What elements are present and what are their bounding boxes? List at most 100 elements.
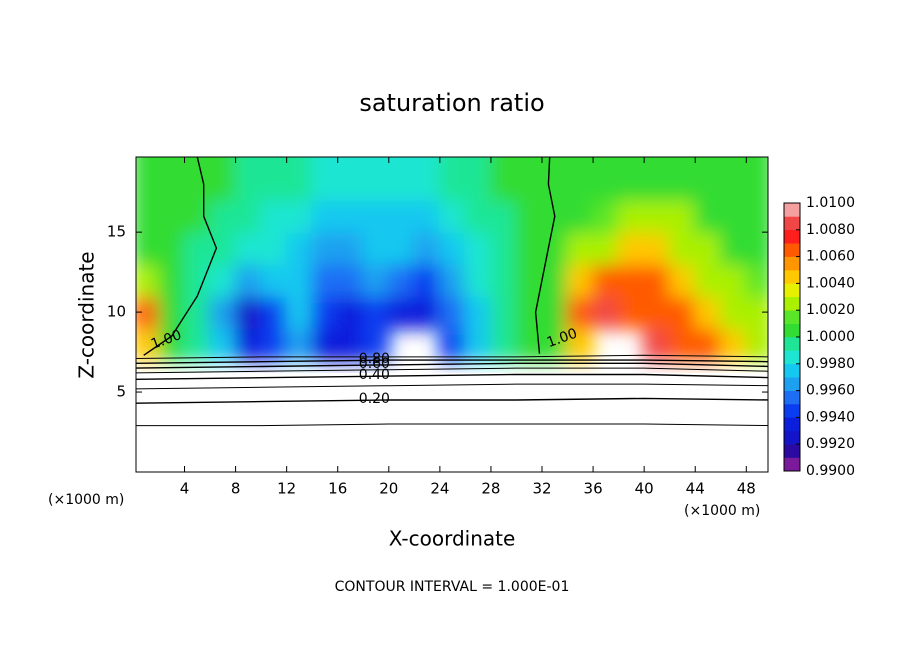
field-cell — [438, 231, 467, 266]
field-cell — [413, 295, 441, 330]
field-cell — [745, 295, 768, 330]
colorbar-band — [784, 216, 800, 231]
field-cell — [260, 327, 288, 362]
field-cell — [209, 327, 237, 362]
colorbar-tick-label: 0.9980 — [806, 356, 855, 372]
y-tick-label: 5 — [116, 383, 126, 401]
colorbar-band — [784, 270, 800, 284]
field-cell — [745, 231, 768, 266]
field-cell — [719, 327, 748, 362]
field-cell — [311, 157, 339, 202]
field-cell — [311, 199, 339, 234]
x-tick-label: 32 — [532, 480, 551, 498]
field-cell — [745, 327, 768, 362]
field-cell — [694, 231, 722, 266]
field-cell — [336, 199, 365, 234]
contour-line — [136, 359, 768, 364]
field-cell — [336, 295, 365, 330]
colorbar-tick-label: 0.9960 — [806, 383, 855, 399]
field-cell — [387, 263, 416, 298]
field-cell — [136, 295, 160, 330]
x-unit-label: (×1000 m) — [684, 503, 760, 519]
x-tick-label: 24 — [430, 480, 449, 498]
x-tick-label: 16 — [328, 480, 347, 498]
field-cell — [592, 157, 620, 202]
field-cell — [617, 157, 646, 202]
field-cell — [136, 157, 160, 202]
field-cell — [719, 263, 748, 298]
field-cell — [234, 231, 263, 266]
field-cell — [362, 199, 390, 234]
field-cell — [464, 231, 492, 266]
field-cell — [311, 327, 339, 362]
field-cell — [643, 199, 671, 234]
field-cell — [209, 263, 237, 298]
field-cell — [260, 263, 288, 298]
field-cell — [541, 157, 569, 202]
field-cell — [643, 157, 671, 202]
x-tick-label: 8 — [231, 480, 241, 498]
field-cell — [285, 157, 314, 202]
x-tick-label: 48 — [737, 480, 756, 498]
colorbar-band — [784, 256, 800, 271]
x-tick-label: 36 — [584, 480, 603, 498]
colorbar-band — [784, 229, 800, 244]
field-cell — [592, 199, 620, 234]
contour-line — [136, 373, 768, 380]
field-cell — [157, 231, 186, 266]
field-cell — [541, 295, 569, 330]
field-cell — [234, 199, 263, 234]
field-cell — [336, 327, 365, 362]
field-cell — [234, 263, 263, 298]
y-unit-label: (×1000 m) — [48, 492, 124, 508]
field-cell — [592, 263, 620, 298]
colorbar-tick-label: 1.0040 — [806, 275, 855, 291]
x-tick-label: 28 — [481, 480, 500, 498]
field-cell — [311, 295, 339, 330]
field-cell — [183, 231, 212, 266]
field-cell — [438, 263, 467, 298]
field-cell — [438, 199, 467, 234]
footer-note: CONTOUR INTERVAL = 1.000E-01 — [335, 579, 570, 595]
field-cell — [362, 231, 390, 266]
field-cell — [566, 327, 595, 362]
field-cell — [413, 263, 441, 298]
field-cell — [136, 199, 160, 234]
field-cell — [541, 327, 569, 362]
field-cell — [566, 231, 595, 266]
colorbar-tick-label: 1.0100 — [806, 195, 855, 211]
field-cell — [183, 327, 212, 362]
field-cell — [745, 157, 768, 202]
field-cell — [362, 157, 390, 202]
field-cell — [566, 199, 595, 234]
x-tick-label: 44 — [686, 480, 705, 498]
colorbar-band — [784, 390, 800, 405]
field-cell — [285, 295, 314, 330]
field-cell — [285, 263, 314, 298]
field-cell — [311, 263, 339, 298]
field-cell — [464, 157, 492, 202]
field-cell — [464, 199, 492, 234]
field-cell — [668, 263, 697, 298]
x-tick-label: 40 — [635, 480, 654, 498]
colorbar-band — [784, 310, 800, 324]
colorbar: 0.9900 0.9920 0.9940 0.9960 0.9980 1.0000 1.00… — [783, 195, 855, 479]
field-cell — [157, 295, 186, 330]
field-cell — [183, 199, 212, 234]
field-cell — [541, 263, 569, 298]
field-cell — [515, 231, 544, 266]
y-tick-label: 10 — [107, 303, 126, 321]
field-cell — [489, 231, 518, 266]
field-cell — [694, 263, 722, 298]
field-cell — [515, 295, 544, 330]
colorbar-band — [784, 337, 800, 351]
field-cell — [209, 199, 237, 234]
field-cell — [566, 263, 595, 298]
field-cell — [336, 263, 365, 298]
colorbar-band — [784, 350, 800, 365]
field-cell — [464, 263, 492, 298]
field-cell — [336, 231, 365, 266]
field-cell — [489, 157, 518, 202]
